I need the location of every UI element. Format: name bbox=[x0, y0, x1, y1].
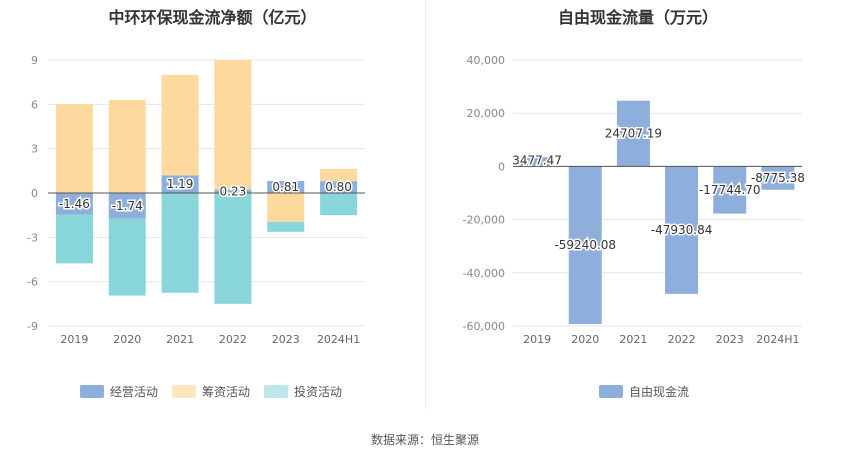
legend-label-free-cashflow: 自由现金流 bbox=[629, 385, 690, 399]
bar-segment bbox=[214, 193, 252, 304]
legend-label-investing: 投资活动 bbox=[294, 385, 343, 399]
legend-item-financing[interactable]: 筹资活动 bbox=[172, 383, 250, 400]
x-tick-label: 2022 bbox=[668, 333, 696, 346]
data-label: 0.80 bbox=[325, 180, 352, 194]
x-tick-label: 2021 bbox=[619, 333, 647, 346]
data-label: 0.81 bbox=[272, 180, 299, 194]
data-label: -1.46 bbox=[59, 197, 90, 211]
legend-item-free-cashflow[interactable]: 自由现金流 bbox=[599, 383, 689, 400]
chart-title-free-cashflow: 自由现金流量（万元） bbox=[557, 8, 718, 27]
data-label: -1.74 bbox=[112, 199, 143, 213]
x-tick-label: 2019 bbox=[60, 333, 88, 346]
data-label: 0.23 bbox=[220, 184, 247, 198]
bar-segment bbox=[161, 74, 199, 176]
bar-segment bbox=[320, 193, 358, 216]
y-tick-label: -6 bbox=[27, 276, 38, 289]
bar bbox=[616, 100, 650, 167]
data-source-footer: 数据来源：恒生聚源 bbox=[370, 433, 479, 447]
chart-title-cashflow: 中环环保现金流净额（亿元） bbox=[108, 8, 317, 27]
x-tick-label: 2024H1 bbox=[756, 333, 799, 346]
bar bbox=[665, 166, 699, 294]
x-tick-label: 2023 bbox=[716, 333, 744, 346]
x-tick-label: 2019 bbox=[523, 333, 551, 346]
x-tick-label: 2022 bbox=[219, 333, 247, 346]
legend-item-operating[interactable]: 经营活动 bbox=[80, 383, 158, 400]
bar bbox=[761, 166, 795, 190]
y-tick-label: 3 bbox=[31, 143, 38, 156]
y-tick-label: 40,000 bbox=[467, 54, 506, 67]
y-tick-label: 0 bbox=[31, 187, 38, 200]
bar-segment bbox=[214, 189, 252, 193]
y-tick-label: 9 bbox=[31, 54, 38, 67]
legend-cashflow: 经营活动 筹资活动 投资活动 bbox=[80, 383, 356, 400]
legend-swatch-operating bbox=[80, 385, 104, 398]
legend-label-financing: 筹资活动 bbox=[202, 385, 251, 399]
bar bbox=[713, 166, 747, 214]
data-label: 24707.19 bbox=[605, 127, 662, 141]
data-label: -17744.70 bbox=[699, 183, 761, 197]
legend-label-operating: 经营活动 bbox=[110, 385, 159, 399]
bar bbox=[520, 157, 554, 167]
x-tick-label: 2024H1 bbox=[317, 333, 360, 346]
bar-segment bbox=[214, 60, 252, 190]
data-label: 3477.47 bbox=[512, 153, 562, 167]
legend-swatch-financing bbox=[172, 385, 197, 398]
x-tick-label: 2023 bbox=[272, 333, 300, 346]
bar-segment bbox=[55, 214, 93, 264]
y-tick-label: 0 bbox=[498, 160, 505, 173]
bar-segment bbox=[108, 218, 146, 296]
x-tick-label: 2021 bbox=[166, 333, 194, 346]
y-tick-label: -60,000 bbox=[463, 320, 505, 333]
data-label: -47930.84 bbox=[651, 223, 713, 237]
chart-divider bbox=[425, 0, 426, 410]
y-tick-label: -9 bbox=[27, 320, 38, 333]
data-label: -8775.38 bbox=[751, 171, 805, 185]
legend-item-investing[interactable]: 投资活动 bbox=[264, 383, 342, 400]
bar-segment bbox=[320, 168, 358, 182]
y-tick-label: -20,000 bbox=[463, 214, 505, 227]
bar-segment bbox=[267, 193, 305, 222]
bar-segment bbox=[267, 221, 305, 232]
data-label: 1.19 bbox=[167, 177, 194, 191]
legend-swatch-investing bbox=[264, 385, 289, 398]
x-tick-label: 2020 bbox=[571, 333, 599, 346]
x-tick-label: 2020 bbox=[113, 333, 141, 346]
bar-segment bbox=[108, 99, 146, 193]
legend-swatch-free-cashflow bbox=[599, 385, 623, 398]
y-tick-label: -40,000 bbox=[463, 267, 505, 280]
bar-segment bbox=[161, 193, 199, 293]
y-tick-label: 6 bbox=[31, 98, 38, 111]
bar-segment bbox=[161, 175, 199, 193]
bar-segment bbox=[320, 181, 358, 193]
bar-segment bbox=[55, 193, 93, 215]
bar-segment bbox=[55, 104, 93, 193]
bar-segment bbox=[267, 181, 305, 193]
bar-segment bbox=[108, 193, 146, 219]
bar bbox=[568, 166, 602, 324]
y-tick-label: 20,000 bbox=[467, 107, 506, 120]
data-label: -59240.08 bbox=[554, 238, 616, 252]
legend-free-cashflow: 自由现金流 bbox=[599, 383, 703, 400]
y-tick-label: -3 bbox=[27, 231, 38, 244]
